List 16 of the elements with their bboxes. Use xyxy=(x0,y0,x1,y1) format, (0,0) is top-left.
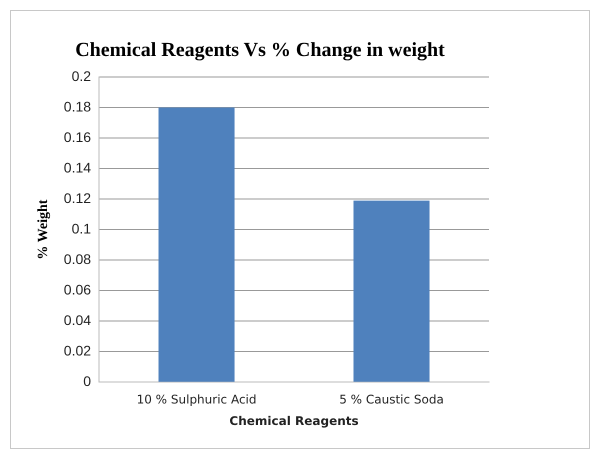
y-tick-label: 0.14 xyxy=(64,159,92,176)
y-tick-label: 0.06 xyxy=(64,282,92,298)
y-tick-label: 0.1 xyxy=(72,220,92,236)
y-tick-label: 0.02 xyxy=(64,342,92,359)
y-tick-label: 0.12 xyxy=(64,190,92,206)
x-axis-title: Chemical Reagents xyxy=(229,414,359,428)
y-tick-label: 0.16 xyxy=(64,128,92,145)
chart-title: Chemical Reagents Vs % Change in weight xyxy=(75,39,446,62)
x-tick-label: 10 % Sulphuric Acid xyxy=(136,392,256,407)
y-tick-label: 0.2 xyxy=(72,68,92,84)
y-tick-label: 0.04 xyxy=(64,312,92,328)
y-tick-label: 0 xyxy=(83,373,92,390)
y-tick-label: 0.08 xyxy=(64,250,92,267)
y-axis-title: % Weight xyxy=(36,199,52,260)
y-tick-label: 0.18 xyxy=(64,98,92,114)
x-tick-label: 5 % Caustic Soda xyxy=(339,392,444,407)
